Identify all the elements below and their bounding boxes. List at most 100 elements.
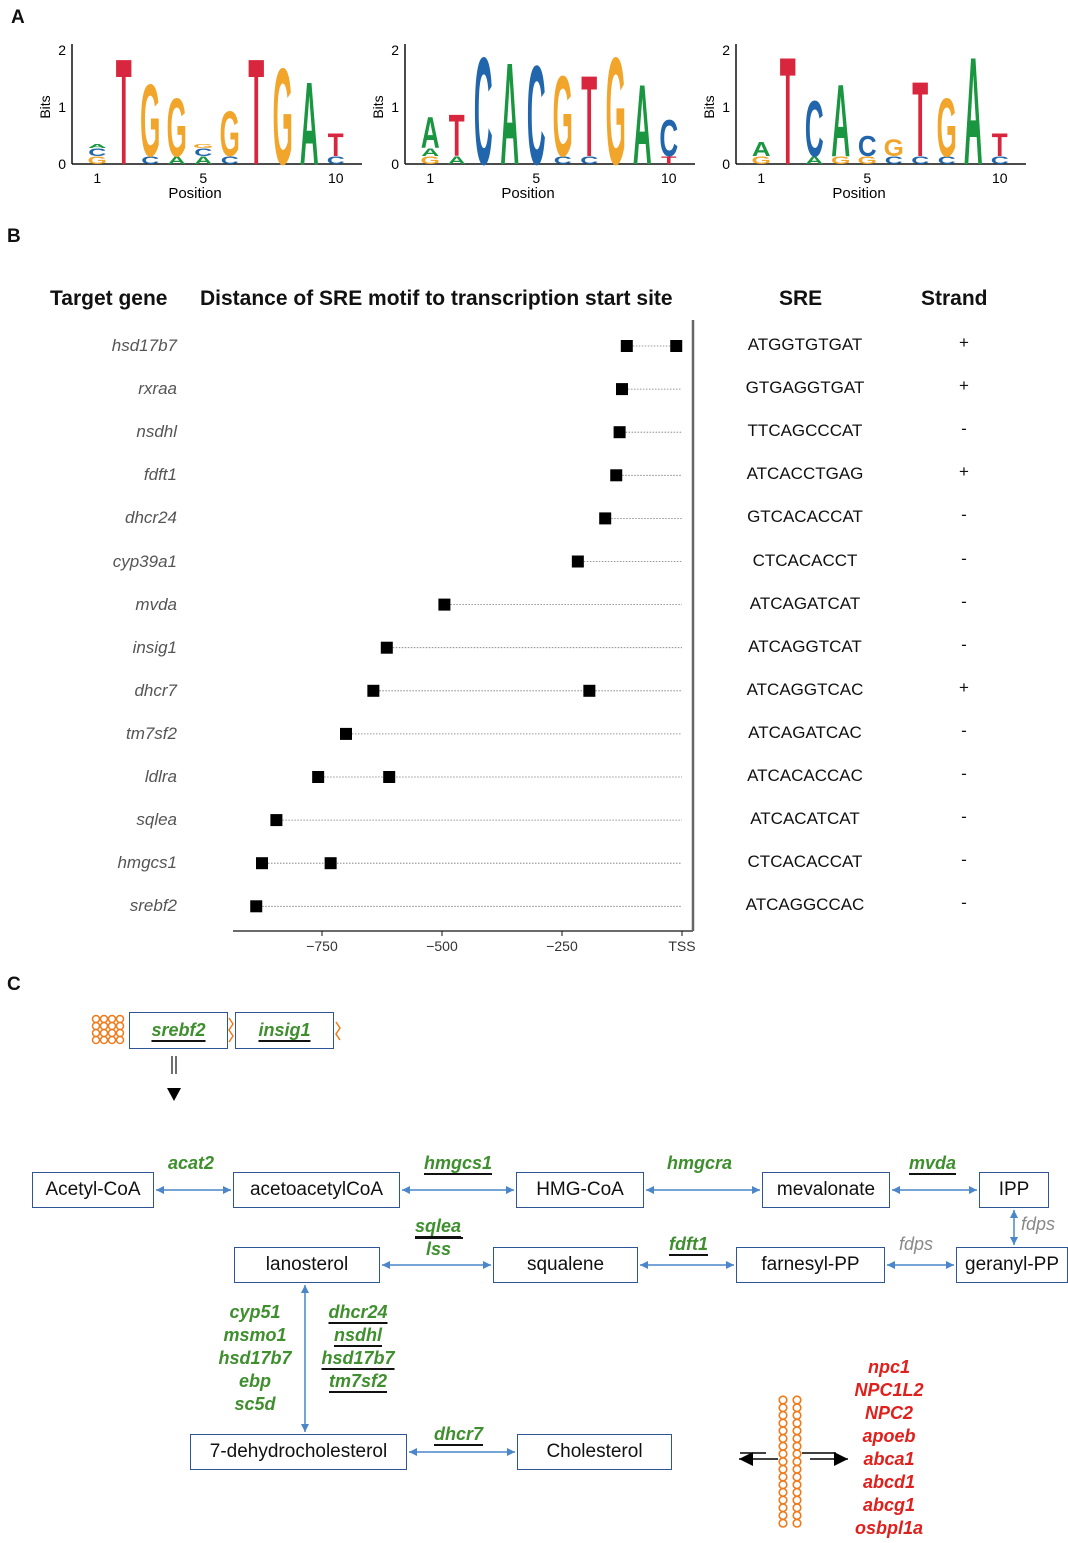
panel-label-c: C bbox=[7, 974, 21, 995]
node-cholesterol: Cholesterol bbox=[517, 1434, 672, 1470]
sre-sequence: GTGAGGTGAT bbox=[745, 378, 865, 398]
sre-point bbox=[583, 684, 596, 697]
sre-sequence: ATCAGGTCAT bbox=[748, 636, 862, 656]
lipid-head bbox=[792, 1457, 802, 1467]
logo-x-tick: 5 bbox=[532, 170, 540, 186]
membrane-box-srebf2: srebf2 bbox=[129, 1012, 228, 1049]
lipid-head bbox=[792, 1441, 802, 1451]
header-sre: SRE bbox=[779, 287, 823, 310]
strand-value: - bbox=[961, 419, 967, 439]
logo-letter: T bbox=[116, 27, 132, 196]
logo-letter: C bbox=[194, 146, 212, 159]
lipid-head bbox=[91, 1028, 101, 1038]
strand-value: - bbox=[961, 548, 967, 568]
logo-letter: G bbox=[220, 100, 240, 171]
logo-letter: G bbox=[553, 53, 573, 181]
node-7-dehydrocholesterol: 7-dehydrocholesterol bbox=[190, 1434, 407, 1470]
logo-x-tick: 5 bbox=[863, 170, 871, 186]
enzyme-mvda: mvda bbox=[909, 1153, 957, 1173]
logo-letter: C bbox=[938, 154, 956, 167]
lipid-head bbox=[778, 1487, 788, 1498]
logo-letter: T bbox=[992, 128, 1008, 163]
gene-label: dhcr24 bbox=[125, 508, 177, 528]
enzyme-right-item: dhcr24 bbox=[328, 1302, 388, 1322]
lipid-head bbox=[792, 1495, 802, 1505]
logo-letter: C bbox=[580, 154, 598, 167]
lipid-head bbox=[107, 1014, 117, 1024]
enzyme-left-item: hsd17b7 bbox=[218, 1348, 292, 1368]
logo-y-tick: 2 bbox=[722, 42, 730, 58]
logo-letter: G bbox=[831, 154, 850, 167]
lipid-head bbox=[792, 1480, 802, 1490]
membrane-box-insig1: insig1 bbox=[235, 1012, 334, 1049]
lipid-head bbox=[778, 1457, 788, 1467]
sre-sequence: ATCAGGTCAC bbox=[746, 679, 864, 699]
enzyme-sqlea: sqlea bbox=[415, 1216, 462, 1236]
lipid-head bbox=[778, 1518, 788, 1528]
logo-y-tick: 2 bbox=[58, 42, 66, 58]
lipid-head bbox=[99, 1021, 109, 1031]
header-target-gene: Target gene bbox=[50, 287, 168, 310]
sre-sequence: ATCACATCAT bbox=[750, 809, 860, 829]
logo-letter: C bbox=[474, 26, 493, 197]
logo-letter: T bbox=[912, 61, 928, 179]
logo-y-tick: 1 bbox=[391, 99, 399, 115]
lipid-head bbox=[778, 1426, 788, 1436]
lipid-head bbox=[792, 1510, 802, 1521]
enzyme-left-item: cyp51 bbox=[229, 1302, 281, 1322]
logo-letter: T bbox=[581, 53, 597, 181]
lipid-head bbox=[778, 1433, 788, 1444]
node-mevalonate: mevalonate bbox=[762, 1172, 890, 1208]
sre-point bbox=[670, 340, 683, 352]
sre-point bbox=[610, 469, 623, 482]
lipid-head bbox=[778, 1449, 788, 1459]
sre-point bbox=[620, 340, 633, 352]
logo-letter: G bbox=[606, 26, 626, 197]
down-arrow bbox=[167, 1088, 181, 1101]
sre-point bbox=[438, 598, 451, 611]
lipid-head bbox=[778, 1510, 788, 1521]
logo-x-tick: 10 bbox=[661, 170, 677, 186]
logo-letter: A bbox=[633, 61, 652, 189]
logo-letter: C bbox=[527, 36, 546, 195]
enzyme-hmgcs1: hmgcs1 bbox=[424, 1153, 493, 1173]
sre-sequence: ATCACCTGAG bbox=[746, 464, 864, 484]
logo-y-label: Bits bbox=[370, 95, 386, 118]
lipid-tail bbox=[228, 1017, 234, 1043]
logo-letter: G bbox=[884, 135, 904, 162]
lipid-tail bbox=[335, 1021, 341, 1041]
lipid-head bbox=[778, 1495, 788, 1505]
logo-letter: C bbox=[911, 154, 929, 167]
logo-x-tick: 10 bbox=[328, 170, 344, 186]
logo-letter: A bbox=[500, 33, 519, 196]
lipid-head bbox=[91, 1021, 101, 1031]
enzyme-left-item: ebp bbox=[238, 1371, 271, 1391]
gene-label: sqlea bbox=[136, 810, 177, 830]
strand-value: - bbox=[961, 807, 967, 827]
sre-sequence: ATCAGGCCAC bbox=[745, 895, 865, 915]
logo-letter: A bbox=[300, 59, 319, 190]
distance-plot: −750 −500 −250 TSS bbox=[233, 320, 696, 954]
transport-gene: abca1 bbox=[863, 1449, 915, 1469]
strand-value: + bbox=[959, 677, 969, 697]
sre-sequence: ATCACACCAC bbox=[747, 766, 863, 785]
lipid-head bbox=[792, 1487, 802, 1498]
enzyme-right-item: tm7sf2 bbox=[328, 1371, 388, 1391]
lipid-head bbox=[792, 1395, 802, 1405]
enzyme-right-item: hsd17b7 bbox=[321, 1348, 395, 1368]
sre-point bbox=[380, 641, 393, 654]
logo-letter: G bbox=[88, 154, 107, 167]
lipid-head bbox=[99, 1028, 109, 1038]
logo-letter: T bbox=[328, 128, 344, 163]
sre-point bbox=[340, 727, 352, 740]
sre-point bbox=[256, 857, 268, 870]
enzyme-right-item: nsdhl bbox=[334, 1325, 382, 1345]
logo-letter: G bbox=[273, 39, 293, 193]
logo-x-tick: 1 bbox=[757, 170, 765, 186]
lipid-head bbox=[792, 1433, 802, 1444]
logo-letter: A bbox=[88, 143, 107, 149]
transport-gene: npc1 bbox=[867, 1357, 910, 1377]
sre-sequence: GTCACACCAT bbox=[747, 507, 863, 527]
